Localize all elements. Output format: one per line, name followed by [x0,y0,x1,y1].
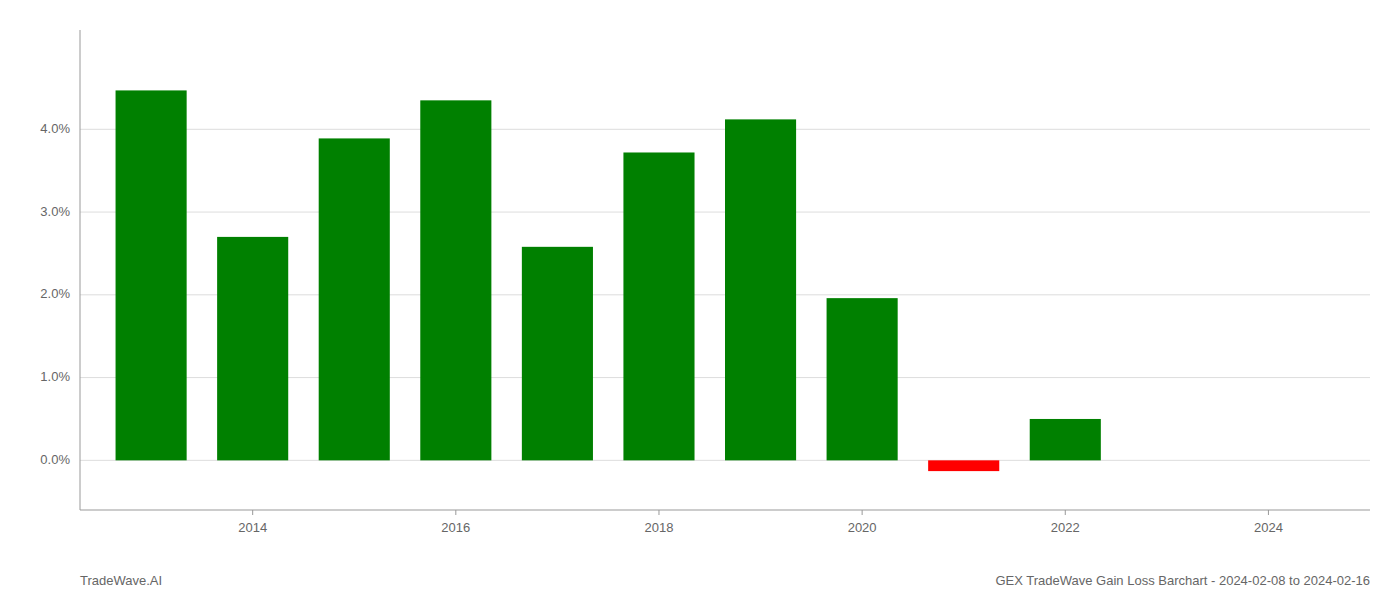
y-tick-label: 3.0% [40,204,70,219]
bar [116,90,187,460]
x-tick-label: 2018 [645,520,674,535]
y-tick-label: 2.0% [40,286,70,301]
x-tick [1268,510,1269,515]
footer-annotation: TradeWave.AI [80,573,162,588]
bar [420,100,491,460]
bar [1030,419,1101,460]
x-tick-label: 2016 [441,520,470,535]
y-tick-label: 1.0% [40,369,70,384]
bar [725,119,796,460]
x-tick [862,510,863,515]
title: GEX TradeWave Gain Loss Barchart - 2024-… [995,573,1370,588]
chart: 0.0% 1.0% 2.0% 3.0% 4.0% 2014 2016 2018 2020 2022… [0,0,1400,600]
bar [522,247,593,461]
bars [116,90,1101,471]
bar [319,138,390,460]
y-tick-label: 0.0% [40,452,70,467]
x-tick-label: 2020 [848,520,877,535]
x-tick [455,510,456,515]
x-tick [252,510,253,515]
x-axis-line [80,510,1370,511]
bar [623,152,694,460]
bar [1131,460,1202,461]
y-axis-line [80,30,81,510]
bar [217,237,288,460]
bar [827,298,898,460]
bar [928,460,999,471]
x-tick [658,510,659,515]
y-tick-label: 4.0% [40,121,70,136]
x-tick-label: 2024 [1254,520,1283,535]
x-tick-label: 2022 [1051,520,1080,535]
x-tick [1065,510,1066,515]
x-tick-label: 2014 [238,520,267,535]
